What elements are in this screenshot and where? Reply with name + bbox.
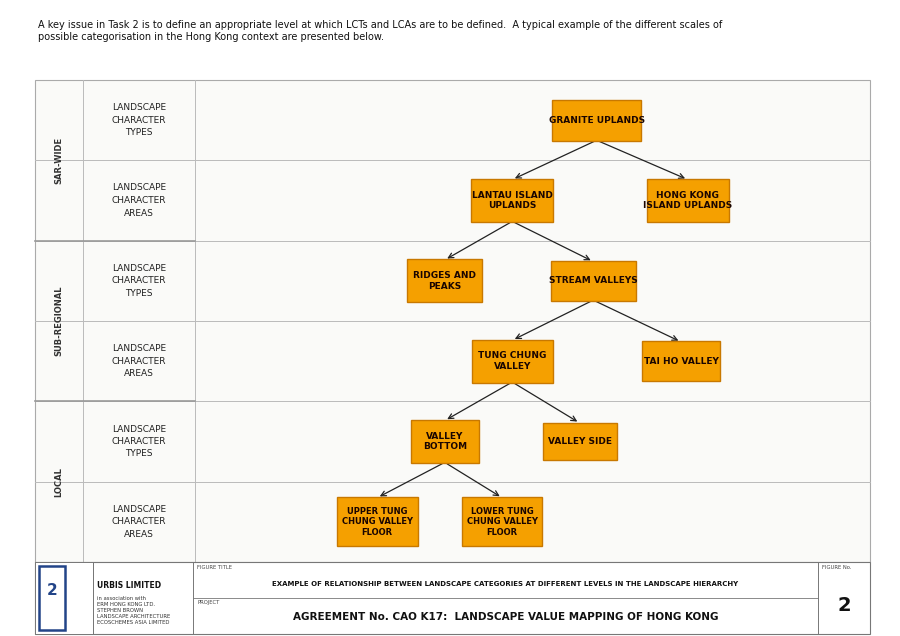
Text: 2: 2 [837, 596, 850, 615]
Text: FIGURE No.: FIGURE No. [822, 565, 851, 570]
Text: LANDSCAPE
CHARACTER
AREAS: LANDSCAPE CHARACTER AREAS [112, 344, 166, 378]
Text: VALLEY
BOTTOM: VALLEY BOTTOM [423, 432, 467, 452]
FancyBboxPatch shape [551, 261, 636, 301]
Text: PROJECT: PROJECT [197, 600, 220, 605]
Text: TUNG CHUNG
VALLEY: TUNG CHUNG VALLEY [478, 351, 546, 371]
Text: AGREEMENT No. CAO K17:  LANDSCAPE VALUE MAPPING OF HONG KONG: AGREEMENT No. CAO K17: LANDSCAPE VALUE M… [292, 612, 718, 622]
Text: SAR-WIDE: SAR-WIDE [55, 137, 64, 184]
Text: FIGURE TITLE: FIGURE TITLE [197, 565, 232, 570]
Text: LANDSCAPE
CHARACTER
TYPES: LANDSCAPE CHARACTER TYPES [112, 424, 166, 459]
FancyBboxPatch shape [543, 422, 616, 460]
FancyBboxPatch shape [642, 342, 720, 381]
Text: TAI HO VALLEY: TAI HO VALLEY [644, 357, 718, 366]
Text: A key issue in Task 2 is to define an appropriate level at which LCTs and LCAs a: A key issue in Task 2 is to define an ap… [38, 20, 722, 41]
Text: LANTAU ISLAND
UPLANDS: LANTAU ISLAND UPLANDS [472, 191, 553, 211]
Text: 2: 2 [47, 583, 58, 598]
Bar [35, 80, 870, 562]
Bar [35, 562, 870, 634]
Text: RIDGES AND
PEAKS: RIDGES AND PEAKS [413, 271, 476, 291]
Text: URBIS LIMITED: URBIS LIMITED [97, 581, 161, 590]
FancyBboxPatch shape [553, 100, 641, 141]
Text: LOCAL: LOCAL [55, 467, 64, 497]
Text: LANDSCAPE
CHARACTER
TYPES: LANDSCAPE CHARACTER TYPES [112, 264, 166, 298]
FancyBboxPatch shape [407, 259, 482, 302]
FancyBboxPatch shape [410, 420, 479, 463]
Text: in association with
ERM HONG KONG LTD.
STEPHEN BROWN
LANDSCAPE ARCHITECTURE
ECOS: in association with ERM HONG KONG LTD. S… [97, 597, 170, 625]
Text: STREAM VALLEYS: STREAM VALLEYS [549, 276, 637, 286]
Text: VALLEY SIDE: VALLEY SIDE [548, 437, 612, 446]
Text: UPPER TUNG
CHUNG VALLEY
FLOOR: UPPER TUNG CHUNG VALLEY FLOOR [342, 507, 413, 537]
Text: LANDSCAPE
CHARACTER
AREAS: LANDSCAPE CHARACTER AREAS [112, 505, 166, 539]
Text: LANDSCAPE
CHARACTER
TYPES: LANDSCAPE CHARACTER TYPES [112, 103, 166, 137]
FancyBboxPatch shape [462, 497, 543, 546]
Text: SUB-REGIONAL: SUB-REGIONAL [55, 286, 64, 356]
Text: LOWER TUNG
CHUNG VALLEY
FLOOR: LOWER TUNG CHUNG VALLEY FLOOR [466, 507, 537, 537]
Bar [35, 562, 93, 634]
Text: GRANITE UPLANDS: GRANITE UPLANDS [549, 116, 644, 125]
FancyBboxPatch shape [337, 497, 418, 546]
Bar [39, 566, 65, 630]
FancyBboxPatch shape [647, 179, 729, 222]
Text: HONG KONG
ISLAND UPLANDS: HONG KONG ISLAND UPLANDS [644, 191, 733, 211]
Text: EXAMPLE OF RELATIONSHIP BETWEEN LANDSCAPE CATEGORIES AT DIFFERENT LEVELS IN THE : EXAMPLE OF RELATIONSHIP BETWEEN LANDSCAP… [273, 581, 739, 586]
FancyBboxPatch shape [472, 340, 553, 382]
FancyBboxPatch shape [472, 179, 554, 222]
Text: LANDSCAPE
CHARACTER
AREAS: LANDSCAPE CHARACTER AREAS [112, 184, 166, 218]
